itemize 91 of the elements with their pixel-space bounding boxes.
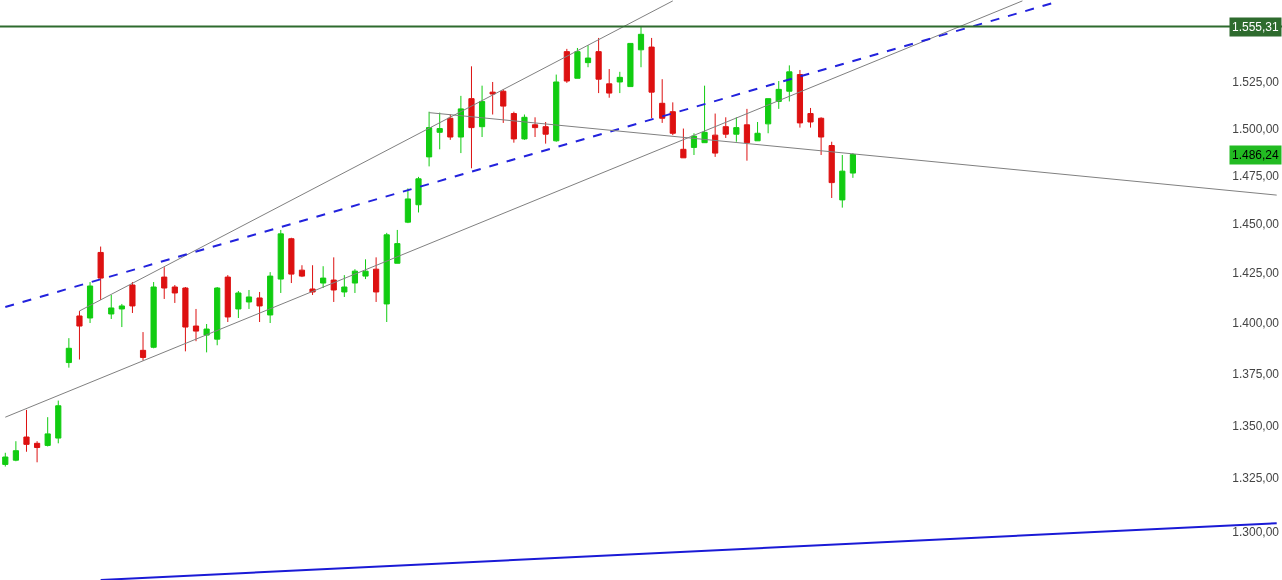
y-tick-label: 1.425,00 <box>1232 266 1280 281</box>
candlestick <box>680 128 687 159</box>
candlestick <box>839 154 846 209</box>
candlestick <box>606 68 613 99</box>
candlestick <box>584 44 592 68</box>
candlestick <box>754 121 761 142</box>
candlestick <box>701 85 708 144</box>
candlestick <box>23 409 30 453</box>
candlestick <box>129 281 136 314</box>
candlestick <box>531 116 539 138</box>
candlestick <box>55 400 62 444</box>
candlestick <box>765 98 772 134</box>
candlestick <box>436 112 443 150</box>
candlestick <box>447 114 454 141</box>
candlestick <box>288 237 295 284</box>
candlestick <box>743 108 751 162</box>
candlestick <box>574 47 581 79</box>
candlestick <box>468 65 475 169</box>
annotation: 1.486,24 <box>1232 148 1280 162</box>
candlestick <box>669 101 676 136</box>
y-tick-label: 1.400,00 <box>1232 316 1280 331</box>
candlestick <box>828 141 835 199</box>
candlestick <box>351 268 359 294</box>
candlestick <box>214 286 221 346</box>
candlestick <box>171 284 178 304</box>
candlestick <box>108 294 115 320</box>
candlestick <box>362 258 369 280</box>
candlestick <box>383 232 390 323</box>
candlestick <box>394 229 401 264</box>
candlestick <box>256 291 263 323</box>
y-tick-label: 1.350,00 <box>1232 418 1280 433</box>
candlestick <box>553 74 560 143</box>
candlestick <box>182 286 189 352</box>
candlestick <box>298 264 306 278</box>
candlestick <box>722 116 729 139</box>
candlestick <box>192 308 200 342</box>
candlestick <box>320 265 327 289</box>
candlestick <box>76 310 83 360</box>
y-tick-label: 1.525,00 <box>1232 75 1280 90</box>
y-tick-label: 1.450,00 <box>1232 217 1280 232</box>
y-tick-label: 1.300,00 <box>1232 525 1280 540</box>
candlestick <box>373 256 380 303</box>
candlestick <box>97 246 104 301</box>
candlestick <box>330 256 337 303</box>
candlestick <box>33 440 41 463</box>
candlestick <box>267 271 274 324</box>
candlestick <box>733 116 740 143</box>
candlestick <box>150 281 157 349</box>
candlestick <box>457 95 464 154</box>
candlestick <box>595 37 602 94</box>
candlestick <box>807 107 814 129</box>
candlestick <box>139 331 147 362</box>
y-tick-label: 1.500,00 <box>1232 121 1280 136</box>
candlestick <box>796 69 804 129</box>
candlestick <box>510 111 517 144</box>
candlestick <box>341 274 348 298</box>
y-tick-label: 1.375,00 <box>1232 367 1280 381</box>
candlestick <box>235 290 242 319</box>
candlestick <box>203 323 210 353</box>
y-tick-label: 1.475,00 <box>1232 169 1280 184</box>
candlestick <box>44 416 51 447</box>
candlestick <box>542 121 549 145</box>
candlestick <box>277 229 284 294</box>
candlestick <box>489 81 496 115</box>
candlestick <box>65 337 72 369</box>
candlestick <box>478 85 486 138</box>
y-tick-label: 1.325,00 <box>1232 471 1280 486</box>
candlestick <box>404 187 411 224</box>
candlestick <box>690 132 698 156</box>
candlestick <box>2 452 9 468</box>
candlestick <box>224 274 231 323</box>
candlestick <box>500 88 507 124</box>
candlestick <box>161 266 168 300</box>
candlestick <box>415 176 422 213</box>
candlestick <box>818 116 825 156</box>
candlestick <box>426 111 433 167</box>
candlestick <box>12 440 19 462</box>
candlestick <box>521 114 528 141</box>
candlestick <box>86 281 94 324</box>
ref-line-label: 1.555,31 <box>1232 20 1280 34</box>
candlestick <box>712 113 719 158</box>
candlestick <box>648 37 655 119</box>
candlestick <box>637 26 645 68</box>
candlestick <box>849 152 856 179</box>
candlestick <box>616 71 623 94</box>
candlestick <box>659 78 666 124</box>
candlestick <box>786 64 793 102</box>
candlestick <box>118 303 125 328</box>
candlestick <box>627 42 634 88</box>
candlestick <box>563 48 570 84</box>
candlestick <box>245 289 253 310</box>
